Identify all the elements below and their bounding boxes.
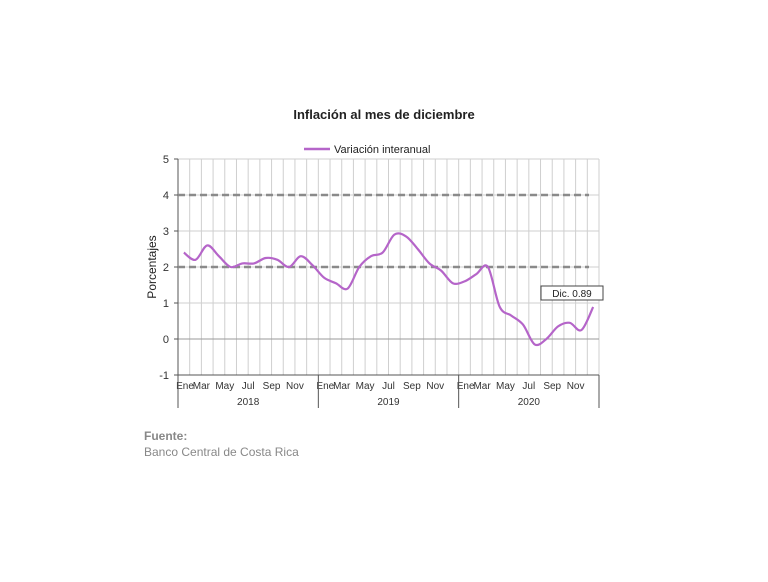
y-tick-label: 5 (163, 154, 169, 166)
y-tick-label: 2 (163, 262, 169, 274)
x-tick-label: Sep (543, 381, 561, 392)
y-tick-label: -1 (159, 370, 169, 382)
chart-title: Inflación al mes de diciembre (293, 107, 475, 122)
x-tick-label: Mar (473, 381, 491, 392)
x-tick-label: Nov (426, 381, 444, 392)
y-tick-label: 4 (163, 190, 169, 202)
x-tick-label: May (215, 381, 234, 392)
x-tick-label: Nov (567, 381, 585, 392)
y-tick-label: 1 (163, 298, 169, 310)
source-label: Fuente: (144, 429, 188, 443)
x-tick-label: Jul (382, 381, 395, 392)
year-label: 2020 (518, 397, 541, 408)
year-label: 2018 (237, 397, 260, 408)
x-tick-label: Sep (263, 381, 281, 392)
y-tick-label: 3 (163, 226, 169, 238)
source-value: Banco Central de Costa Rica (144, 445, 299, 459)
legend-label: Variación interanual (334, 144, 430, 156)
y-tick-label: 0 (163, 334, 169, 346)
x-tick-label: Jul (522, 381, 535, 392)
x-tick-label: May (496, 381, 515, 392)
year-label: 2019 (377, 397, 400, 408)
annotation-label: Dic. 0.89 (552, 289, 592, 300)
x-tick-label: Nov (286, 381, 304, 392)
x-tick-label: Mar (333, 381, 351, 392)
x-tick-label: Ene (176, 381, 194, 392)
series-line (183, 232, 595, 347)
x-tick-label: Sep (403, 381, 421, 392)
annotation-box (540, 285, 604, 301)
x-tick-label: Jul (242, 381, 255, 392)
x-tick-label: Mar (193, 381, 211, 392)
x-tick-label: Ene (316, 381, 334, 392)
x-tick-label: May (356, 381, 375, 392)
x-tick-label: Ene (457, 381, 475, 392)
y-axis-label: Porcentajes (145, 235, 159, 298)
